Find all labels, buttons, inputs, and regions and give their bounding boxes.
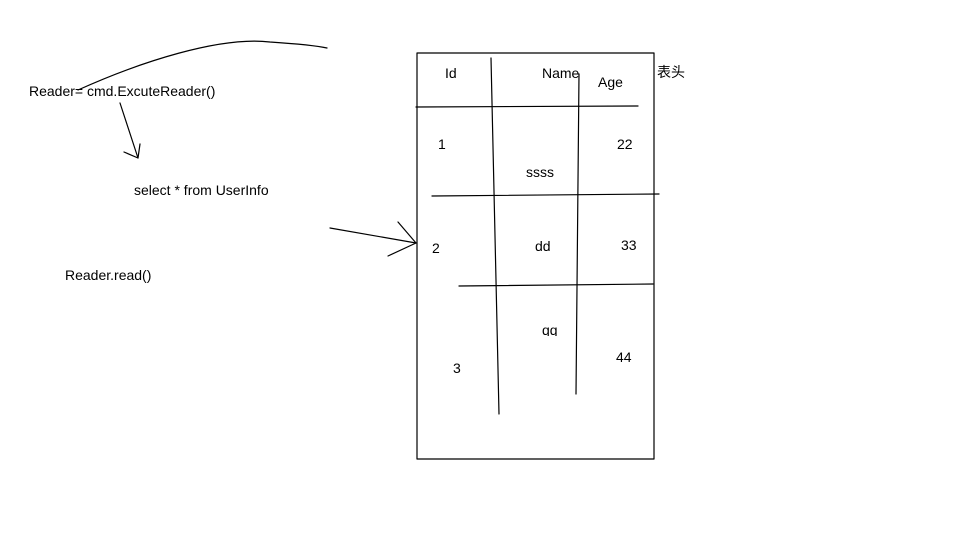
row-1-id: 1 xyxy=(438,136,446,152)
reader-arc-stroke xyxy=(77,40,328,91)
header-name: Name xyxy=(542,65,580,81)
row-pointer-arrow-shaft xyxy=(329,227,417,244)
table-border xyxy=(416,52,655,460)
reader-assign-text: Reader= cmd.ExcuteReader() xyxy=(29,83,216,99)
reader-to-sql-arrow-shaft xyxy=(119,102,139,159)
row-1-age: 22 xyxy=(617,136,633,152)
row-3-id: 3 xyxy=(453,360,461,376)
column-separator-2 xyxy=(575,73,580,395)
row-separator-1 xyxy=(431,193,660,197)
row-2-age: 33 xyxy=(621,237,637,253)
row-2-name: dd xyxy=(535,238,551,254)
row-1-name: ssss xyxy=(526,164,554,180)
header-age: Age xyxy=(598,74,623,90)
reader-read-text: Reader.read() xyxy=(65,267,152,283)
header-id: Id xyxy=(445,65,457,81)
sql-text: select * from UserInfo xyxy=(134,182,269,198)
header-note: 表头 xyxy=(657,64,685,80)
header-separator xyxy=(415,105,639,108)
row-3-name: qq xyxy=(542,322,558,336)
column-separator-1 xyxy=(490,57,500,415)
row-3-age: 44 xyxy=(616,349,632,365)
row-pointer-arrow-head xyxy=(387,221,417,257)
reader-to-sql-arrow-head xyxy=(123,143,141,159)
row-2-id: 2 xyxy=(432,240,440,256)
row-separator-2 xyxy=(458,283,654,287)
